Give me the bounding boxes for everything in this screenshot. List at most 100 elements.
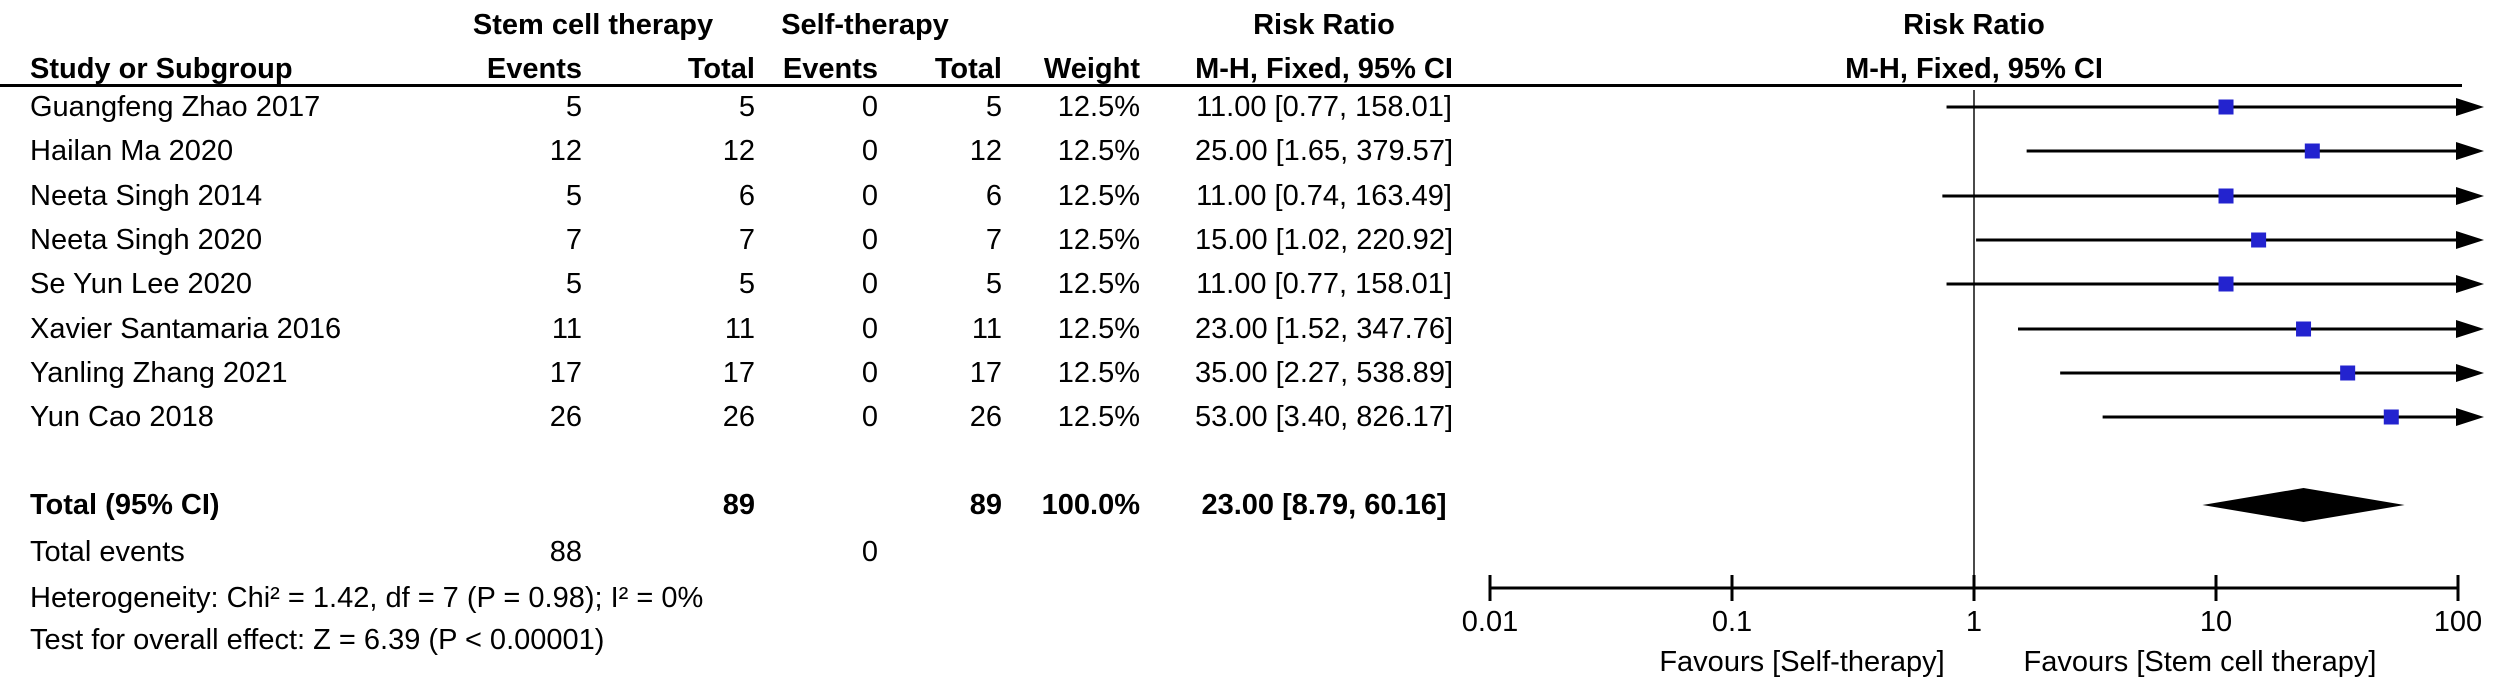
events-treatment-cell: 5 (565, 268, 582, 300)
effect-marker (2218, 99, 2234, 115)
arrow-right-icon (2456, 142, 2484, 160)
total-events-row: Total events 88 0 (0, 532, 1500, 572)
effect-marker (2296, 321, 2312, 337)
total-events-label: Total events (30, 536, 185, 568)
arrow-right-icon (2456, 231, 2484, 249)
weight-cell: 12.5% (1057, 135, 1140, 167)
total-treatment-n: 89 (722, 489, 755, 521)
study-row: Yanling Zhang 2021 17 17 0 17 12.5% 35.00 [2.2… (0, 353, 1500, 393)
arrow-right-icon (2456, 275, 2484, 293)
overall-effect-row: Test for overall effect: Z = 6.39 (P < 0… (0, 620, 1500, 660)
favours-left-label: Favours [Self-therapy] (1659, 646, 1944, 678)
events-control-cell: 0 (861, 135, 878, 167)
weight-cell: 12.5% (1057, 401, 1140, 433)
total-events-control: 0 (861, 536, 878, 568)
total-control-cell: 7 (985, 224, 1002, 256)
axis-tick-label: 1 (1966, 606, 1982, 638)
risk-ratio-header: Risk Ratio (1253, 9, 1395, 41)
ci-text-cell: 11.00 [0.77, 158.01] (1196, 268, 1452, 300)
ci-text-cell: 35.00 [2.27, 538.89] (1195, 357, 1453, 389)
weight-cell: 12.5% (1057, 268, 1140, 300)
total-label: Total (95% CI) (30, 489, 220, 521)
total-weight: 100.0% (1041, 489, 1140, 521)
column-header-events-control: Events (782, 53, 878, 85)
ci-text-cell: 25.00 [1.65, 379.57] (1195, 135, 1453, 167)
axis-tick-label: 10 (2200, 606, 2232, 638)
events-control-cell: 0 (861, 91, 878, 123)
overall-effect-text: Test for overall effect: Z = 6.39 (P < 0… (30, 624, 605, 656)
events-treatment-cell: 26 (549, 401, 582, 433)
weight-cell: 12.5% (1057, 357, 1140, 389)
risk-ratio-plot-header: Risk Ratio (1903, 9, 2045, 41)
control-group-header: Self-therapy (781, 9, 949, 41)
ci-text-cell: 11.00 [0.74, 163.49] (1196, 180, 1452, 212)
favours-right-label: Favours [Stem cell therapy] (2024, 646, 2377, 678)
heterogeneity-text: Heterogeneity: Chi² = 1.42, df = 7 (P = … (30, 582, 704, 614)
events-treatment-cell: 5 (565, 91, 582, 123)
effect-marker (2218, 188, 2234, 204)
effect-marker (2340, 365, 2356, 381)
events-treatment-cell: 12 (549, 135, 582, 167)
effect-marker (2218, 276, 2234, 292)
ci-text-cell: 53.00 [3.40, 826.17] (1195, 401, 1453, 433)
study-row: Neeta Singh 2020 7 7 0 7 12.5% 15.00 [1.02, 22… (0, 220, 1500, 260)
total-events-treatment: 88 (549, 536, 582, 568)
arrow-right-icon (2456, 320, 2484, 338)
study-row: Hailan Ma 2020 12 12 0 12 12.5% 25.00 [1.65, 3… (0, 131, 1500, 171)
total-treatment-cell: 26 (722, 401, 755, 433)
total-control-cell: 12 (969, 135, 1002, 167)
total-treatment-cell: 5 (738, 268, 755, 300)
study-name: Xavier Santamaria 2016 (30, 313, 342, 345)
total-treatment-cell: 7 (738, 224, 755, 256)
total-control-cell: 11 (971, 313, 1002, 345)
study-name: Guangfeng Zhao 2017 (30, 91, 321, 123)
events-treatment-cell: 17 (549, 357, 582, 389)
study-row: Neeta Singh 2014 5 6 0 6 12.5% 11.00 [0.74, 16… (0, 176, 1500, 216)
total-treatment-cell: 12 (722, 135, 755, 167)
column-header-weight: Weight (1043, 53, 1140, 85)
study-name: Se Yun Lee 2020 (30, 268, 253, 300)
study-name: Hailan Ma 2020 (30, 135, 234, 167)
column-header-study: Study or Subgroup (30, 53, 293, 85)
total-treatment-cell: 6 (738, 180, 755, 212)
study-row: Xavier Santamaria 2016 11 11 0 11 12.5% 23.00 … (0, 309, 1500, 349)
column-headers-row: Study or Subgroup Events Total Events To… (0, 49, 2103, 89)
total-control-cell: 6 (985, 180, 1002, 212)
events-treatment-cell: 5 (565, 180, 582, 212)
heterogeneity-row: Heterogeneity: Chi² = 1.42, df = 7 (P = … (0, 578, 1500, 618)
effect-marker (2251, 232, 2267, 248)
axis-tick-label: 0.01 (1462, 606, 1518, 638)
total-treatment-cell: 11 (724, 313, 755, 345)
weight-cell: 12.5% (1057, 224, 1140, 256)
column-header-total-control: Total (934, 53, 1002, 85)
events-control-cell: 0 (861, 401, 878, 433)
column-header-events-treatment: Events (486, 53, 582, 85)
arrow-right-icon (2456, 408, 2484, 426)
column-header-ci-plot: M-H, Fixed, 95% CI (1845, 53, 2103, 85)
effect-marker (2304, 143, 2320, 159)
ci-text-cell: 15.00 [1.02, 220.92] (1195, 224, 1453, 256)
column-header-ci: M-H, Fixed, 95% CI (1195, 53, 1453, 85)
header-groups-row: Stem cell therapy Self-therapy Risk Rati… (0, 5, 2045, 45)
total-treatment-cell: 5 (738, 91, 755, 123)
arrow-right-icon (2456, 364, 2484, 382)
arrow-right-icon (2456, 98, 2484, 116)
effect-marker (2383, 409, 2399, 425)
total-control-cell: 5 (985, 91, 1002, 123)
total-ci-text: 23.00 [8.79, 60.16] (1201, 489, 1447, 521)
header-divider (0, 84, 2462, 87)
events-control-cell: 0 (861, 224, 878, 256)
column-header-total-treatment: Total (687, 53, 755, 85)
events-control-cell: 0 (861, 357, 878, 389)
events-control-cell: 0 (861, 313, 878, 345)
treatment-group-header: Stem cell therapy (472, 9, 714, 41)
study-name: Yun Cao 2018 (30, 401, 214, 433)
axis-tick-label: 100 (2434, 606, 2482, 638)
events-control-cell: 0 (861, 268, 878, 300)
study-name: Neeta Singh 2014 (30, 180, 263, 212)
events-control-cell: 0 (861, 180, 878, 212)
weight-cell: 12.5% (1057, 91, 1140, 123)
events-treatment-cell: 7 (565, 224, 582, 256)
